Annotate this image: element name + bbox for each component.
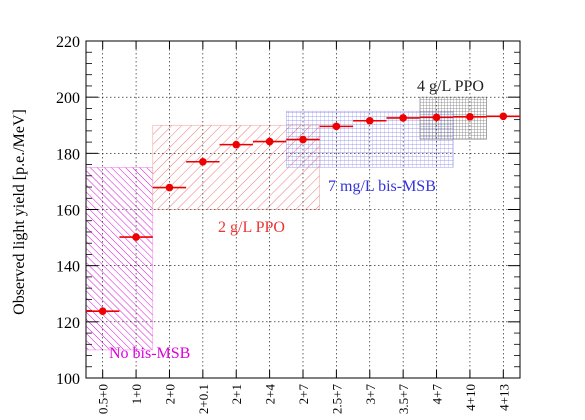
- x-tick-label: 4+10: [463, 384, 478, 411]
- band-label-no-bis: No bis-MSB: [109, 345, 190, 362]
- x-tick-label: 4+7: [430, 384, 445, 405]
- data-point: [365, 116, 374, 125]
- data-point: [432, 113, 441, 122]
- band-label-ppo4: 4 g/L PPO: [417, 78, 484, 95]
- y-tick-label: 120: [56, 315, 80, 332]
- data-point: [399, 114, 407, 122]
- x-tick-label: 3+7: [363, 384, 378, 405]
- x-tick-label: 2+4: [263, 384, 278, 405]
- band-labels: No bis-MSB 2 g/L PPO 7 mg/L bis-MSB 4 g/L P…: [109, 78, 484, 362]
- x-tick-label: 2+0: [162, 384, 177, 404]
- y-tick-label: 180: [56, 146, 80, 163]
- data-point: [232, 140, 241, 149]
- x-tick-label: 3.5+7: [396, 384, 411, 415]
- x-tick-label: 2+1: [229, 384, 244, 404]
- data-point: [165, 183, 174, 192]
- data-point: [466, 113, 474, 121]
- y-tick-label: 140: [56, 259, 80, 276]
- y-tick-label: 200: [56, 90, 80, 107]
- data-point: [299, 135, 307, 144]
- x-tick-label: 2+7: [296, 384, 311, 405]
- grid-lines: [86, 41, 520, 378]
- data-point: [499, 112, 508, 121]
- y-tick-label: 100: [56, 371, 80, 388]
- data-series: [86, 112, 520, 315]
- band-label-bis7: 7 mg/L bis-MSB: [328, 178, 436, 195]
- x-tick-label: 2+0.1: [196, 384, 211, 414]
- data-point: [132, 233, 140, 241]
- data-point: [199, 157, 207, 166]
- axes: 100 120 140 160 180 200 220 0.5+0 1+0 2+0 2+0.1 2+1…: [56, 34, 521, 415]
- x-tick-label: 0.5+0: [96, 384, 111, 414]
- x-tick-label: 4+13: [496, 384, 511, 411]
- band-no-bis: [85, 167, 154, 351]
- band-ppo4: [419, 96, 487, 140]
- y-axis-label: Observed light yield [p.e./MeV]: [11, 109, 28, 315]
- data-point: [98, 307, 107, 315]
- x-tick-label: 1+0: [129, 384, 144, 404]
- y-tick-label: 220: [56, 34, 80, 51]
- data-point: [332, 122, 341, 131]
- data-point: [265, 137, 274, 146]
- y-tick-label: 160: [56, 203, 80, 220]
- annotation-bands: [85, 96, 487, 351]
- x-tick-label: 2.5+7: [329, 384, 344, 415]
- band-label-ppo2: 2 g/L PPO: [218, 219, 285, 236]
